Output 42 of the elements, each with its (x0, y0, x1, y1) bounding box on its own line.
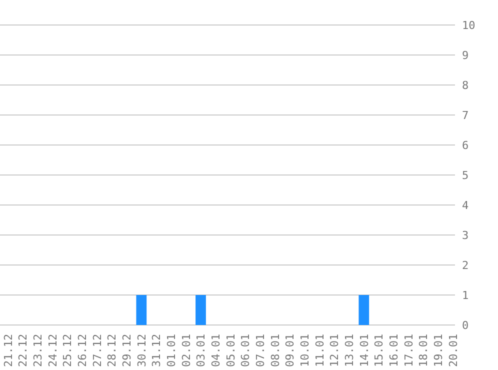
x-tick-label: 23.12 (32, 334, 45, 367)
x-tick-label: 19.01 (432, 334, 446, 367)
x-tick-label: 18.01 (417, 334, 430, 367)
x-tick-label: 22.12 (16, 334, 30, 367)
y-tick-label: 6 (462, 138, 469, 152)
x-tick-label: 28.12 (106, 334, 119, 367)
x-tick-label: 08.01 (268, 334, 282, 367)
x-tick-label: 17.01 (402, 334, 416, 367)
y-tick-label: 4 (462, 198, 469, 212)
x-tick-label: 07.01 (254, 334, 268, 367)
x-tick-label: 03.01 (194, 334, 208, 367)
x-tick-label: 14.01 (358, 334, 371, 367)
y-tick-label: 0 (462, 318, 469, 332)
x-tick-label: 27.12 (90, 334, 104, 367)
x-tick-label: 02.01 (180, 334, 193, 367)
x-tick-label: 20.01 (446, 334, 460, 367)
x-tick-label: 31.12 (150, 334, 164, 367)
x-tick-label: 09.01 (284, 334, 297, 367)
y-tick-label: 9 (462, 48, 469, 62)
x-tick-label: 10.01 (298, 334, 312, 367)
x-tick-label: 05.01 (224, 334, 238, 367)
x-tick-label: 01.01 (165, 334, 178, 367)
x-tick-label: 12.01 (328, 334, 342, 367)
x-tick-label: 06.01 (239, 334, 252, 367)
x-tick-label: 24.12 (46, 334, 60, 367)
y-tick-label: 1 (462, 288, 469, 302)
x-tick-label: 26.12 (76, 334, 90, 367)
y-tick-label: 3 (462, 228, 469, 242)
y-tick-label: 2 (462, 258, 469, 272)
y-tick-label: 5 (462, 168, 469, 182)
x-tick-label: 11.01 (313, 334, 326, 367)
y-tick-label: 10 (462, 18, 476, 32)
x-tick-label: 29.12 (120, 334, 134, 367)
x-tick-label: 25.12 (61, 334, 74, 367)
x-tick-label: 15.01 (372, 334, 386, 367)
x-tick-label: 04.01 (210, 334, 223, 367)
y-tick-label: 8 (462, 78, 469, 92)
x-tick-label: 13.01 (343, 334, 356, 367)
x-tick-label: 16.01 (388, 334, 401, 367)
y-tick-label: 7 (462, 108, 469, 122)
x-tick-label: 21.12 (2, 334, 15, 367)
x-tick-label: 30.12 (135, 334, 148, 367)
